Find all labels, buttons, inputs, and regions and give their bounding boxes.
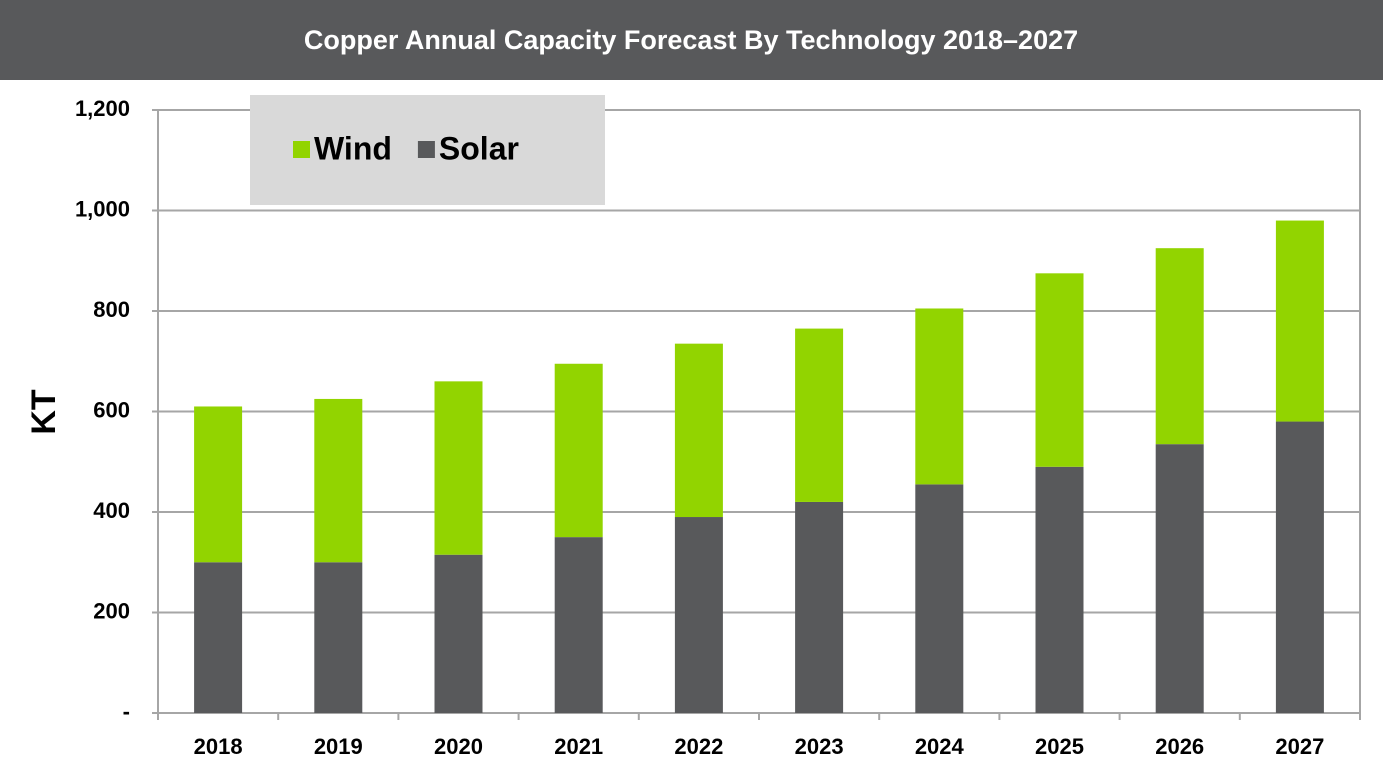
y-tick-label: 1,200 [75,96,130,121]
y-tick-label: 800 [93,297,130,322]
x-tick-label: 2020 [434,734,483,759]
bar-segment [795,328,844,502]
bar-segment [554,363,603,538]
x-tick-label: 2021 [554,734,603,759]
bar-segment [1155,444,1204,713]
y-axis-label: KT [25,389,63,435]
x-tick-label: 2023 [795,734,844,759]
bar-segment [674,343,723,518]
x-tick-label: 2018 [194,734,243,759]
bar-segment [915,308,964,485]
bar-segment [194,406,243,563]
title-bar [0,0,1383,80]
bar-segment [314,562,363,713]
bar-segment [194,562,243,713]
bar-segment [434,381,483,555]
x-tick-label: 2025 [1035,734,1084,759]
bar-segment [554,537,603,713]
x-tick-label: 2026 [1155,734,1204,759]
bar-segment [915,484,964,713]
y-tick-label: 200 [93,598,130,623]
x-tick-label: 2024 [915,734,965,759]
legend-label: Wind [314,130,392,166]
chart-title: Copper Annual Capacity Forecast By Techn… [304,25,1078,55]
x-tick-label: 2027 [1275,734,1324,759]
bar-segment [1275,220,1324,422]
legend-swatch [417,141,435,158]
legend-label: Solar [439,130,519,166]
bar-segment [795,501,844,713]
bar-segment [1035,466,1084,713]
y-tick-label: 1,000 [75,196,130,221]
bar-segment [674,517,723,713]
y-tick-label: - [123,699,130,724]
x-tick-label: 2019 [314,734,363,759]
bar-segment [1275,421,1324,713]
bar-segment [1035,273,1084,467]
x-tick-label: 2022 [674,734,723,759]
y-tick-label: 600 [93,397,130,422]
bar-segment [1155,248,1204,445]
y-tick-label: 400 [93,498,130,523]
bar-segment [314,398,363,563]
bar-segment [434,554,483,713]
legend-swatch [293,141,310,158]
